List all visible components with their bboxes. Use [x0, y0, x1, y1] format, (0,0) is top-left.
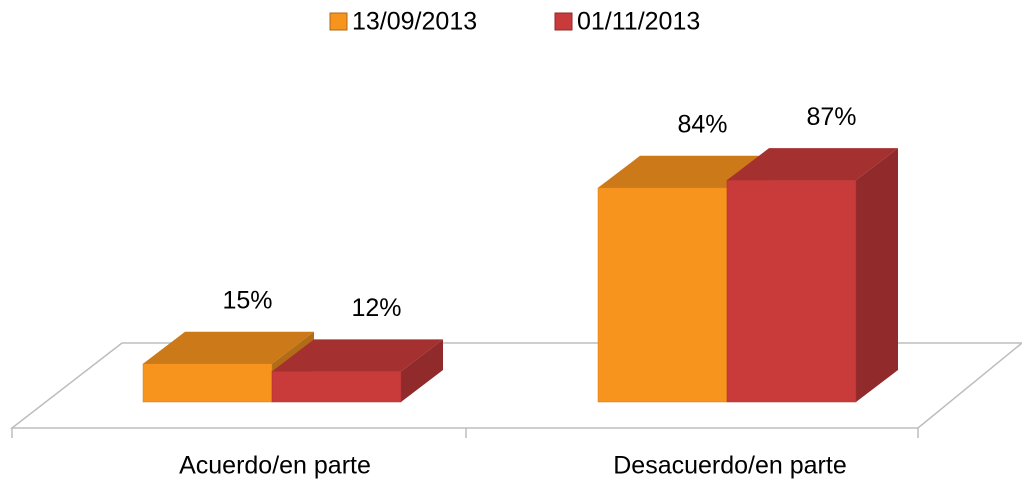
bar-top [272, 339, 443, 372]
x-tick-label: Desacuerdo/en parte [613, 452, 846, 480]
bar [726, 179, 857, 403]
bar [597, 187, 728, 403]
legend-marker [329, 12, 348, 31]
x-tick-label: Acuerdo/en parte [179, 452, 371, 480]
data-label: 15% [222, 286, 272, 314]
data-label: 87% [806, 103, 856, 131]
legend-marker [554, 12, 573, 31]
bar-top [598, 155, 769, 188]
bar-side [856, 148, 898, 402]
bar-top [143, 331, 314, 364]
legend-label: 01/11/2013 [577, 8, 700, 36]
data-label: 12% [351, 294, 401, 322]
data-label: 84% [677, 110, 727, 138]
bar-top [727, 148, 898, 181]
legend-label: 13/09/2013 [352, 8, 477, 36]
bar [271, 371, 402, 403]
bar [142, 363, 273, 403]
bar-side [401, 339, 443, 402]
